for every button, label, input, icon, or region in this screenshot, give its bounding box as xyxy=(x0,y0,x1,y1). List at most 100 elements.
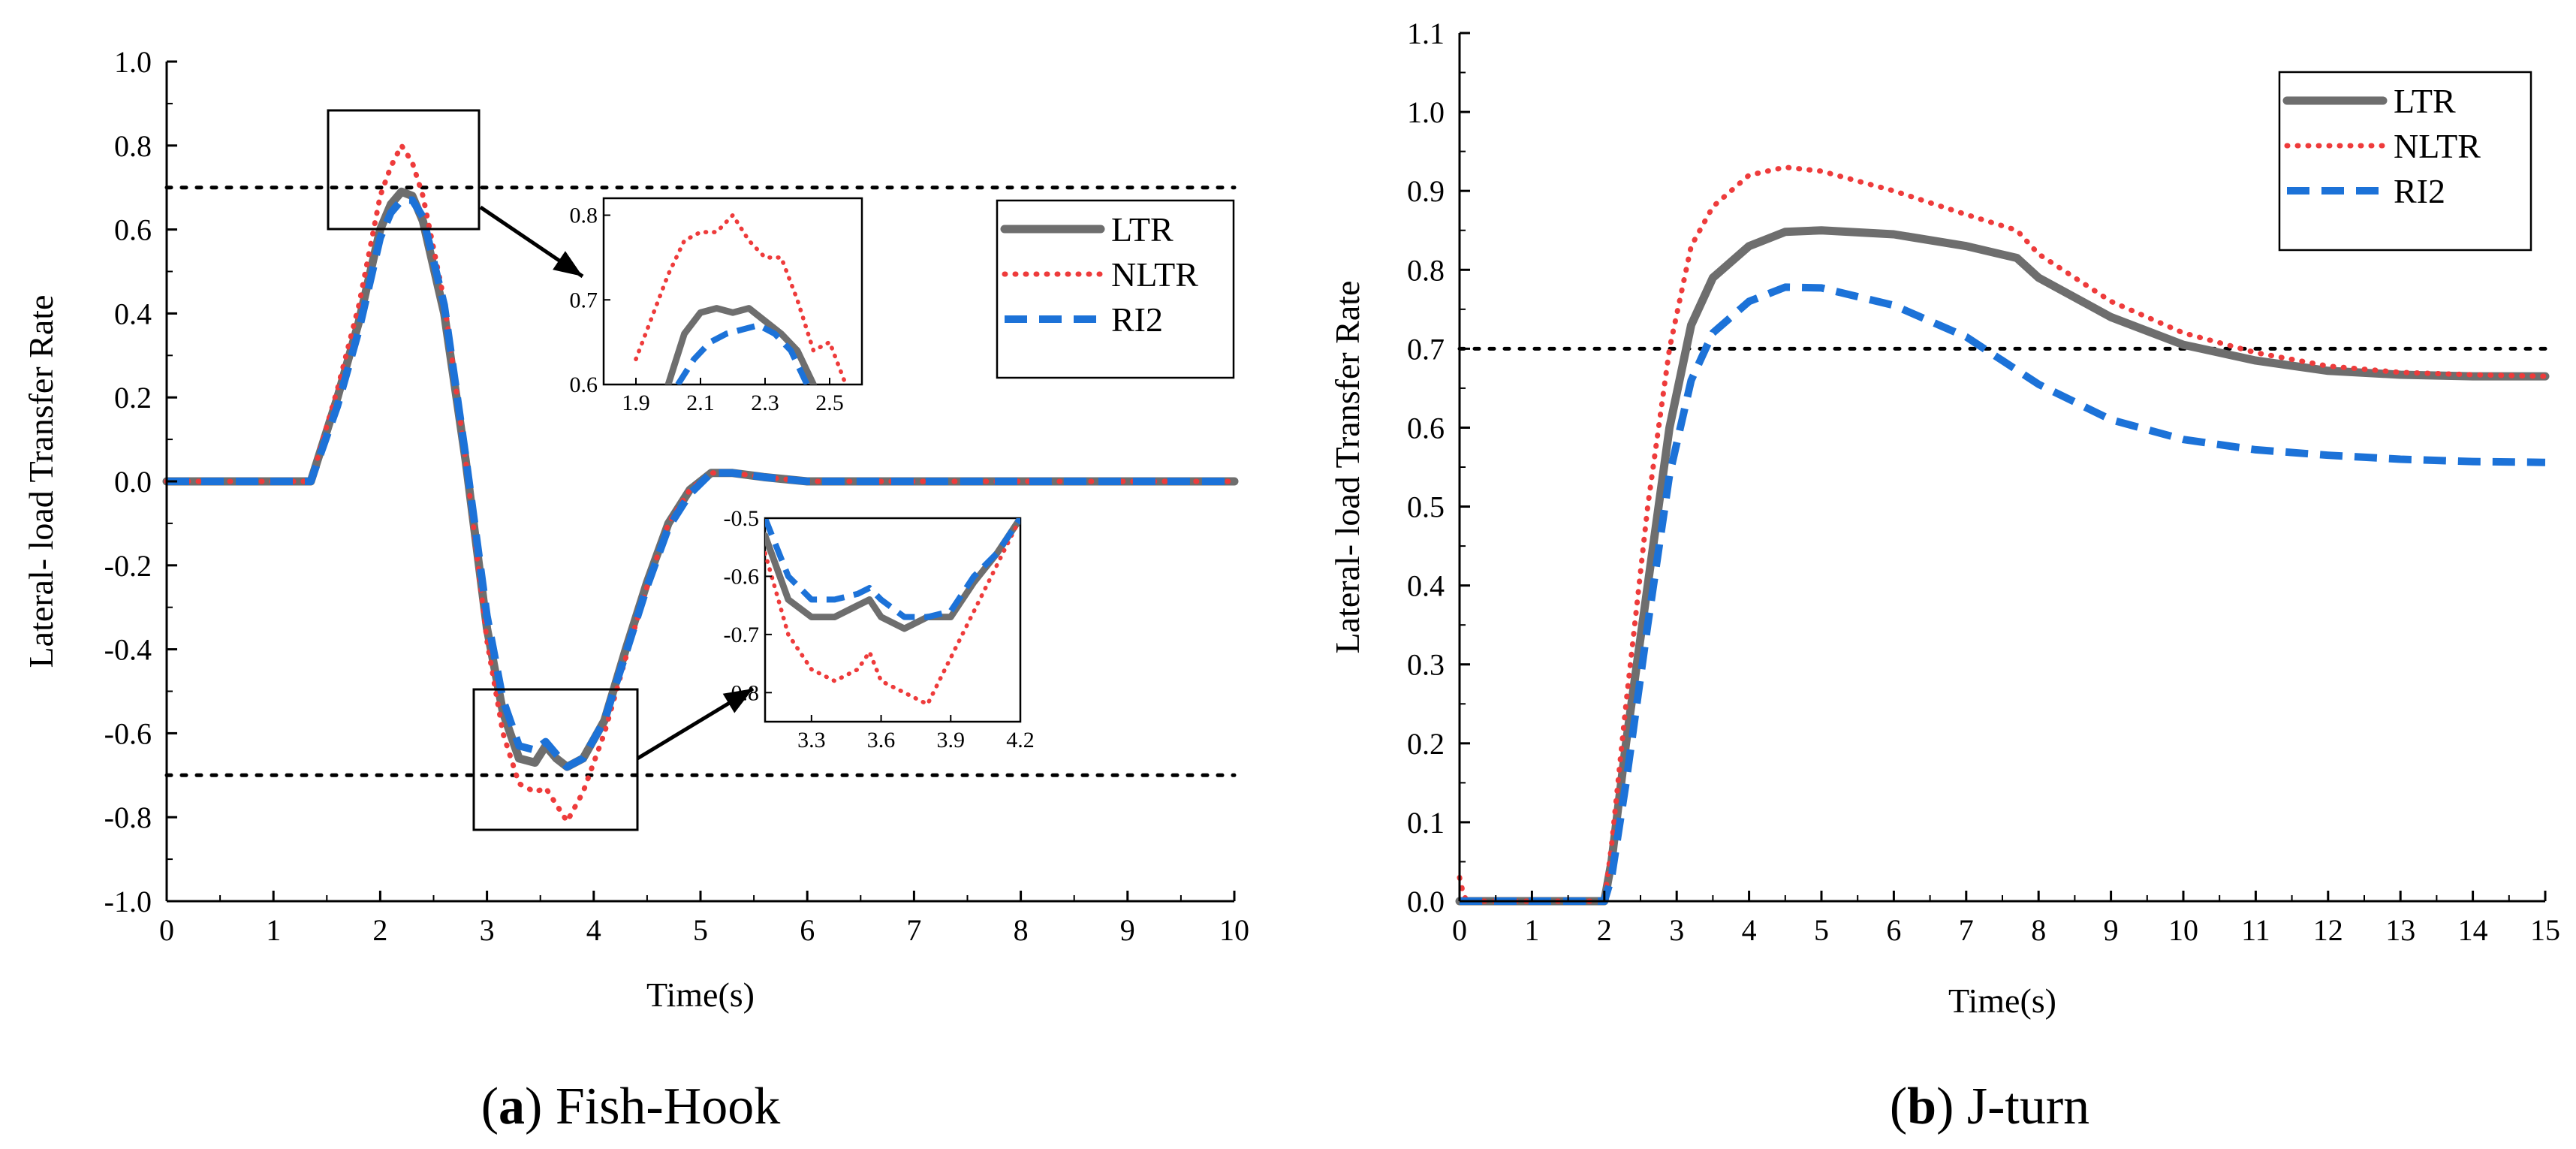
series-line-ri2 xyxy=(675,322,810,385)
x-tick-label: 12 xyxy=(2313,913,2343,947)
caption-paren-open: ( xyxy=(1890,1078,1907,1135)
series-line-ltr xyxy=(1455,226,2550,906)
x-tick-label: 0 xyxy=(159,913,174,947)
zoom-arrows xyxy=(479,205,755,761)
y-tick-label: 1.0 xyxy=(1407,95,1445,129)
zoom-box-peak xyxy=(327,109,481,231)
tick-labels: 0 1 2 3 4 5 6 7 8 9 10 -1.0 -0.8 -0.6 -0.4 -0.2 0.0 0.2 0.… xyxy=(104,45,1249,947)
x-tick-label: 2 xyxy=(372,913,387,947)
y-tick-label: 1.1 xyxy=(1407,17,1445,50)
y-tick-label: 0.1 xyxy=(1407,806,1445,840)
x-tick-label: 7 xyxy=(906,913,921,947)
x-tick-label: 6 xyxy=(1886,913,1901,947)
x-tick-label: 5 xyxy=(693,913,708,947)
inset-x-tick-label: 4.2 xyxy=(1006,728,1035,752)
y-tick-label: -0.8 xyxy=(104,801,152,834)
y-tick-label: -0.4 xyxy=(104,633,152,667)
series-line-ri2 xyxy=(1460,283,2546,905)
inset-series xyxy=(634,213,848,385)
inset-x-tick-label: 2.3 xyxy=(751,391,779,415)
series-line-nltr xyxy=(765,518,1020,707)
x-tick-label: 15 xyxy=(2530,913,2560,947)
inset-x-tick-label: 3.9 xyxy=(937,728,966,752)
series-lines xyxy=(162,143,1239,825)
inset-y-tick-label: 0.7 xyxy=(570,288,598,312)
x-tick-label: 3 xyxy=(1669,913,1684,947)
x-tick-label: 8 xyxy=(1014,913,1029,947)
y-tick-label: -0.6 xyxy=(104,716,152,750)
arrow-head xyxy=(722,689,753,713)
caption-paren-close: ) xyxy=(1936,1078,1967,1135)
chart-j-turn: 0 1 2 3 4 5 6 7 8 9 10 11 12 13 14 150.00.10.20.30.40.5… xyxy=(1328,17,2560,1135)
y-tick-label: 0.2 xyxy=(114,381,152,415)
inset-y-tick-label: 0.8 xyxy=(570,204,598,228)
inset-y-tick-label: -0.6 xyxy=(724,564,760,589)
series-line-ltr xyxy=(765,518,1020,632)
inset-y-tick-label: -0.8 xyxy=(724,680,760,705)
x-tick-label: 8 xyxy=(2031,913,2046,947)
chart-fish-hook: 0 1 2 3 4 5 6 7 8 9 10 -1.0 -0.8 -0.6 -0.4 -0.2 0.0 0.2 0.… xyxy=(22,45,1249,1135)
y-tick-label: 0.7 xyxy=(1407,332,1445,366)
y-tick-label: 0.4 xyxy=(114,297,152,330)
arrow-head xyxy=(553,251,583,276)
y-tick-label: 0.4 xyxy=(1407,569,1445,603)
y-tick-label: 0.3 xyxy=(1407,648,1445,682)
x-tick-label: 1 xyxy=(266,913,281,947)
legend-label-ri2: RI2 xyxy=(2394,172,2445,210)
legend-label-nltr: NLTR xyxy=(1111,255,1198,294)
series-line-ri2 xyxy=(765,518,1020,620)
y-tick-label: 0.6 xyxy=(1407,411,1445,445)
series-line-ltr xyxy=(664,305,817,385)
y-tick-label: -1.0 xyxy=(104,885,152,918)
caption-j-turn: (b) J-turn xyxy=(1890,1078,2089,1135)
inset-x-tick-label: 2.5 xyxy=(815,391,844,415)
x-tick-label: 5 xyxy=(1814,913,1829,947)
caption-paren-close: ) xyxy=(525,1078,556,1135)
inset-peak: 1.9 2.1 2.3 2.5 0.6 0.7 0.8 xyxy=(570,197,863,415)
legend-label-ltr: LTR xyxy=(1111,210,1174,249)
y-tick-label: 0.8 xyxy=(1407,253,1445,287)
x-axis-label: Time(s) xyxy=(646,976,755,1014)
inset-y-tick-label: 0.6 xyxy=(570,372,598,397)
inset-frame xyxy=(602,197,863,386)
x-tick-label: 11 xyxy=(2241,913,2270,947)
x-tick-label: 0 xyxy=(1452,913,1467,947)
axes xyxy=(165,60,1236,903)
legend-label-nltr: NLTR xyxy=(2394,127,2481,165)
y-tick-label: 0.9 xyxy=(1407,174,1445,208)
inset-y-tick-label: -0.7 xyxy=(724,623,760,647)
caption-title: J-turn xyxy=(1967,1078,2089,1135)
series-line-ri2 xyxy=(167,196,1234,771)
x-tick-label: 4 xyxy=(1742,913,1757,947)
inset-x-tick-label: 3.3 xyxy=(797,728,826,752)
x-tick-label: 9 xyxy=(1120,913,1135,947)
x-tick-label: 14 xyxy=(2458,913,2488,947)
inset-ticks: 1.9 2.1 2.3 2.5 0.6 0.7 0.8 xyxy=(570,204,844,415)
x-axis-label: Time(s) xyxy=(1948,982,2056,1020)
y-tick-label: 0.6 xyxy=(114,213,152,247)
y-tick-label: 0.2 xyxy=(1407,727,1445,761)
caption-title: Fish-Hook xyxy=(556,1078,780,1135)
legend-label-ltr: LTR xyxy=(2394,82,2456,120)
y-axis-label: Lateral- load Transfer Rate xyxy=(22,295,60,668)
series-lines xyxy=(1455,164,2550,906)
x-tick-label: 10 xyxy=(1219,913,1249,947)
axes xyxy=(1458,32,2547,903)
x-tick-label: 13 xyxy=(2385,913,2415,947)
x-tick-label: 4 xyxy=(586,913,601,947)
y-tick-label: 0.0 xyxy=(114,465,152,499)
inset-x-tick-label: 3.6 xyxy=(867,728,896,752)
caption-letter: a xyxy=(499,1078,525,1135)
x-tick-label: 6 xyxy=(800,913,815,947)
inset-series xyxy=(765,518,1020,707)
series-line-nltr xyxy=(634,213,848,385)
series-line-nltr xyxy=(1457,164,2548,904)
x-tick-label: 7 xyxy=(1959,913,1974,947)
y-tick-label: -0.2 xyxy=(104,549,152,583)
y-tick-label: 0.5 xyxy=(1407,490,1445,524)
y-tick-label: 0.0 xyxy=(1407,885,1445,918)
x-tick-label: 3 xyxy=(480,913,495,947)
legend: LTR NLTR RI2 xyxy=(996,199,1235,379)
y-tick-label: 0.8 xyxy=(114,129,152,163)
